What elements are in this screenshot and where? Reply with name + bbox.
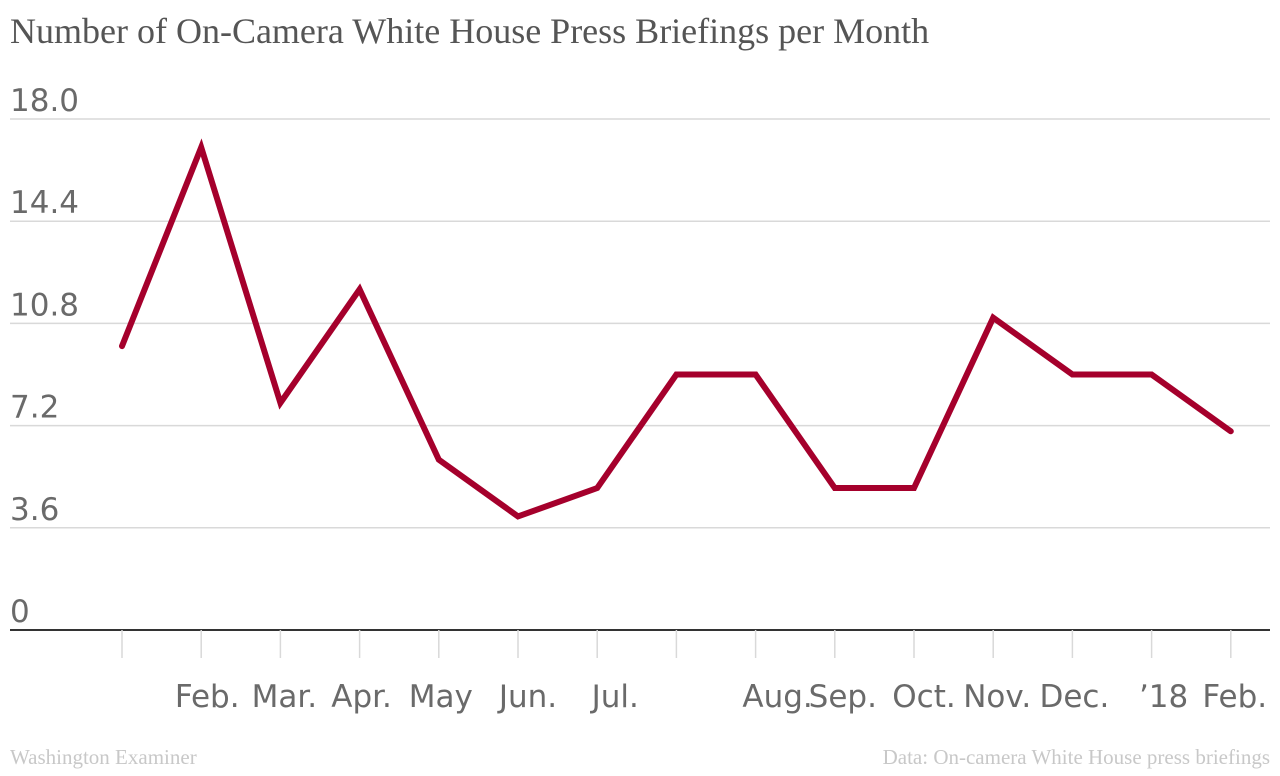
chart-title: Number of On-Camera White House Press Br… [10, 11, 930, 51]
y-tick-label: 0 [10, 594, 30, 630]
y-tick-label: 10.8 [10, 287, 79, 323]
grid-lines [10, 118, 1270, 529]
x-tick-label: Feb. [1202, 679, 1267, 715]
x-tick-label: Dec. [1039, 679, 1109, 715]
x-tick-label: Oct. [892, 679, 955, 715]
x-tick-label: May [409, 679, 473, 715]
x-tick-label: Mar. [252, 679, 318, 715]
y-tick-label: 14.4 [10, 185, 79, 221]
x-tick-label: Aug. [742, 679, 812, 715]
y-tick-label: 3.6 [10, 492, 59, 528]
data-source-note: Data: On-camera White House press briefi… [882, 745, 1270, 769]
series-line [119, 138, 1234, 520]
x-tick-label: Sep. [809, 679, 877, 715]
x-tick-label: Jun. [497, 679, 557, 715]
x-tick-label: Nov. [963, 679, 1031, 715]
x-tick-label: ’18 [1139, 679, 1188, 715]
source-credit: Washington Examiner [10, 745, 197, 769]
x-axis-ticks: Feb. Mar. Apr. May Jun. Jul. Aug.Sep. Oct. Nov. D… [121, 630, 1267, 715]
y-axis-ticks: 0 3.6 7.2 10.8 14.4 18.0 [10, 83, 79, 630]
x-tick-label: Apr. [331, 679, 392, 715]
series [119, 138, 1234, 520]
x-tick-label: Jul. [590, 679, 639, 715]
y-tick-label: 7.2 [10, 390, 59, 426]
y-tick-label: 18.0 [10, 83, 79, 119]
x-tick-label: Feb. [175, 679, 240, 715]
